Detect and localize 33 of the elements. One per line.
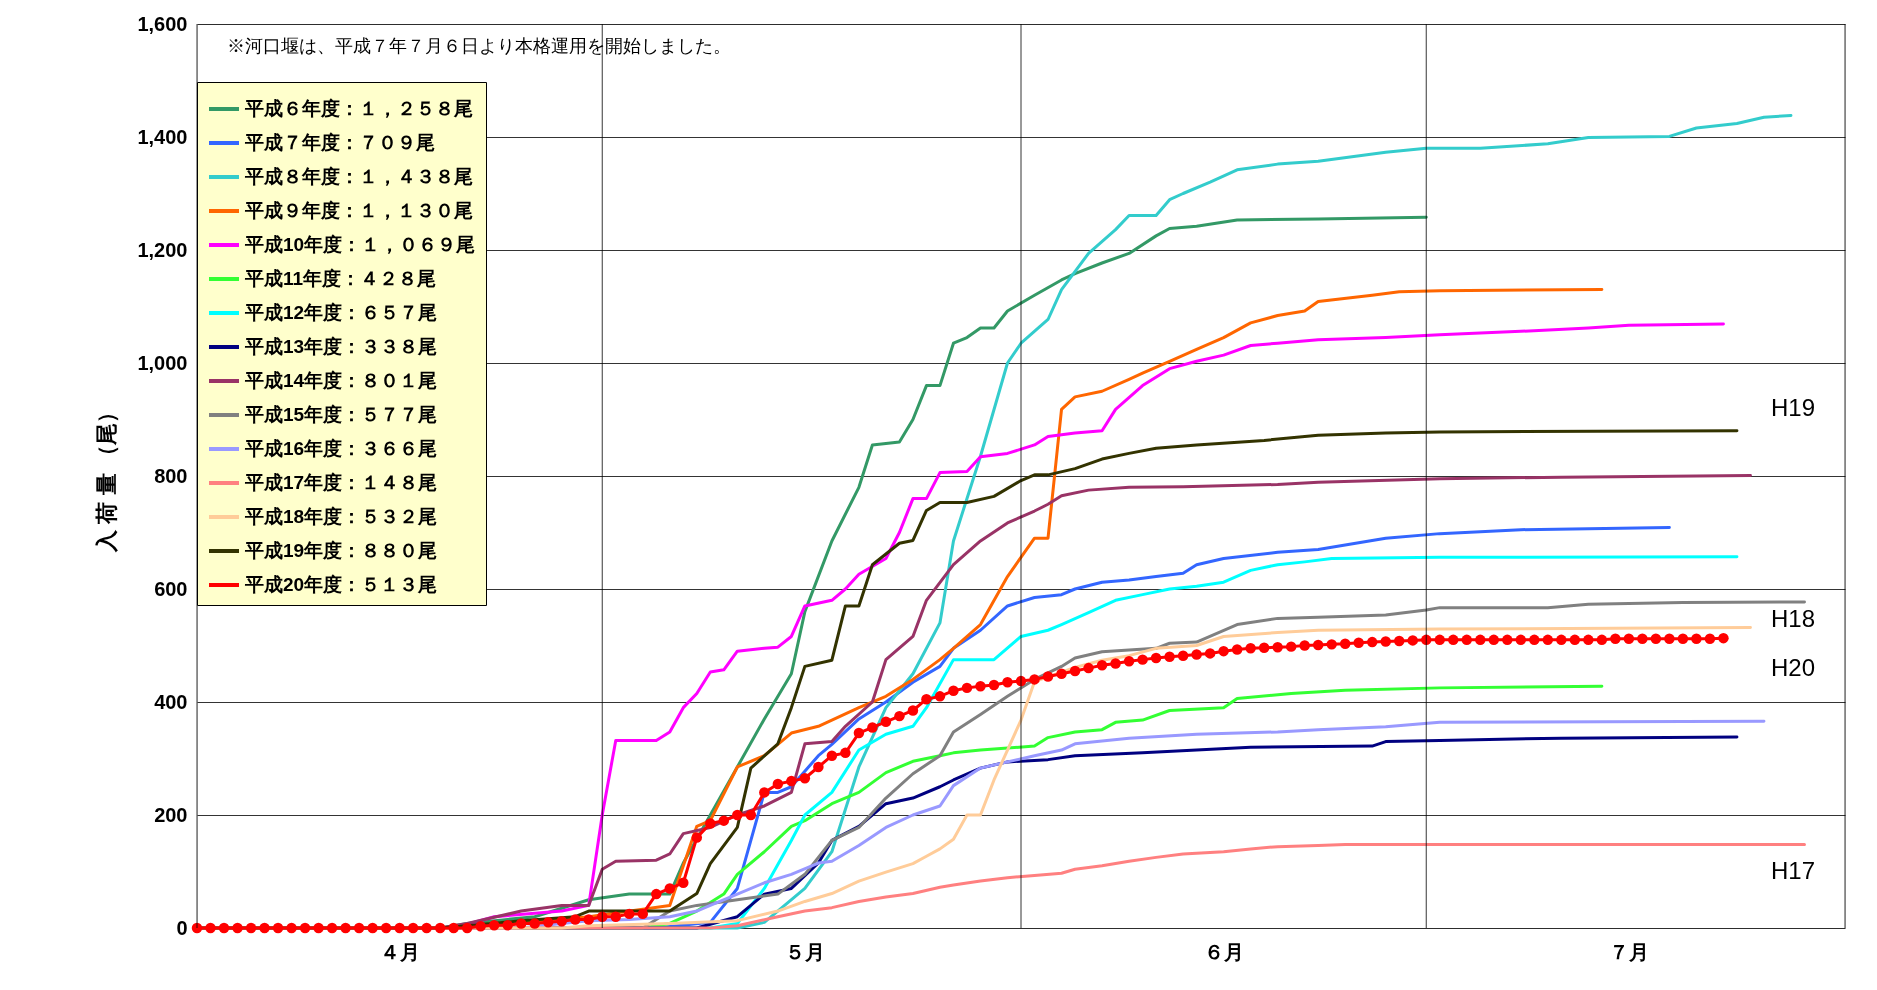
y-tick-label: 1,400 xyxy=(137,125,188,148)
legend-label: 平成16年度：３６６尾 xyxy=(244,438,438,459)
annotation: H17 xyxy=(1771,857,1816,884)
y-tick-label: 800 xyxy=(154,464,188,487)
legend-label: 平成６年度：１，２５８尾 xyxy=(244,98,473,119)
y-tick-label: 1,200 xyxy=(137,238,188,261)
legend-label: 平成14年度：８０１尾 xyxy=(244,370,438,391)
y-tick-label: 200 xyxy=(154,803,188,826)
y-tick-label: 1,000 xyxy=(137,351,188,374)
y-axis-title: 入 荷 量 （尾） xyxy=(94,401,120,553)
legend-label: 平成８年度：１，４３８尾 xyxy=(244,166,473,187)
y-tick-label: 600 xyxy=(154,577,188,600)
annotation: H19 xyxy=(1771,394,1816,421)
x-tick-label: ７月 xyxy=(1609,940,1650,963)
legend-label: 平成９年度：１，１３０尾 xyxy=(244,200,473,221)
legend-label: 平成18年度：５３２尾 xyxy=(244,506,438,527)
legend-label: 平成19年度：８８０尾 xyxy=(244,540,438,561)
x-tick-label: ４月 xyxy=(380,940,421,963)
legend-label: 平成11年度：４２８尾 xyxy=(244,268,437,289)
legend-label: 平成13年度：３３８尾 xyxy=(244,336,438,357)
y-tick-label: 1,600 xyxy=(137,12,188,35)
legend-label: 平成12年度：６５７尾 xyxy=(244,302,438,323)
legend-label: 平成17年度：１４８尾 xyxy=(244,472,438,493)
legend-label: 平成15年度：５７７尾 xyxy=(244,404,438,425)
annotation: H18 xyxy=(1771,605,1816,632)
legend-label: 平成20年度：５１３尾 xyxy=(244,574,438,595)
legend-label: 平成10年度：１，０６９尾 xyxy=(244,234,476,255)
legend-label: 平成７年度：７０９尾 xyxy=(244,132,435,153)
x-tick-label: ５月 xyxy=(785,940,826,963)
annotation: H20 xyxy=(1771,654,1816,681)
y-tick-label: 400 xyxy=(154,690,188,713)
y-tick-label: 0 xyxy=(176,916,188,939)
x-tick-label: ６月 xyxy=(1204,940,1245,963)
